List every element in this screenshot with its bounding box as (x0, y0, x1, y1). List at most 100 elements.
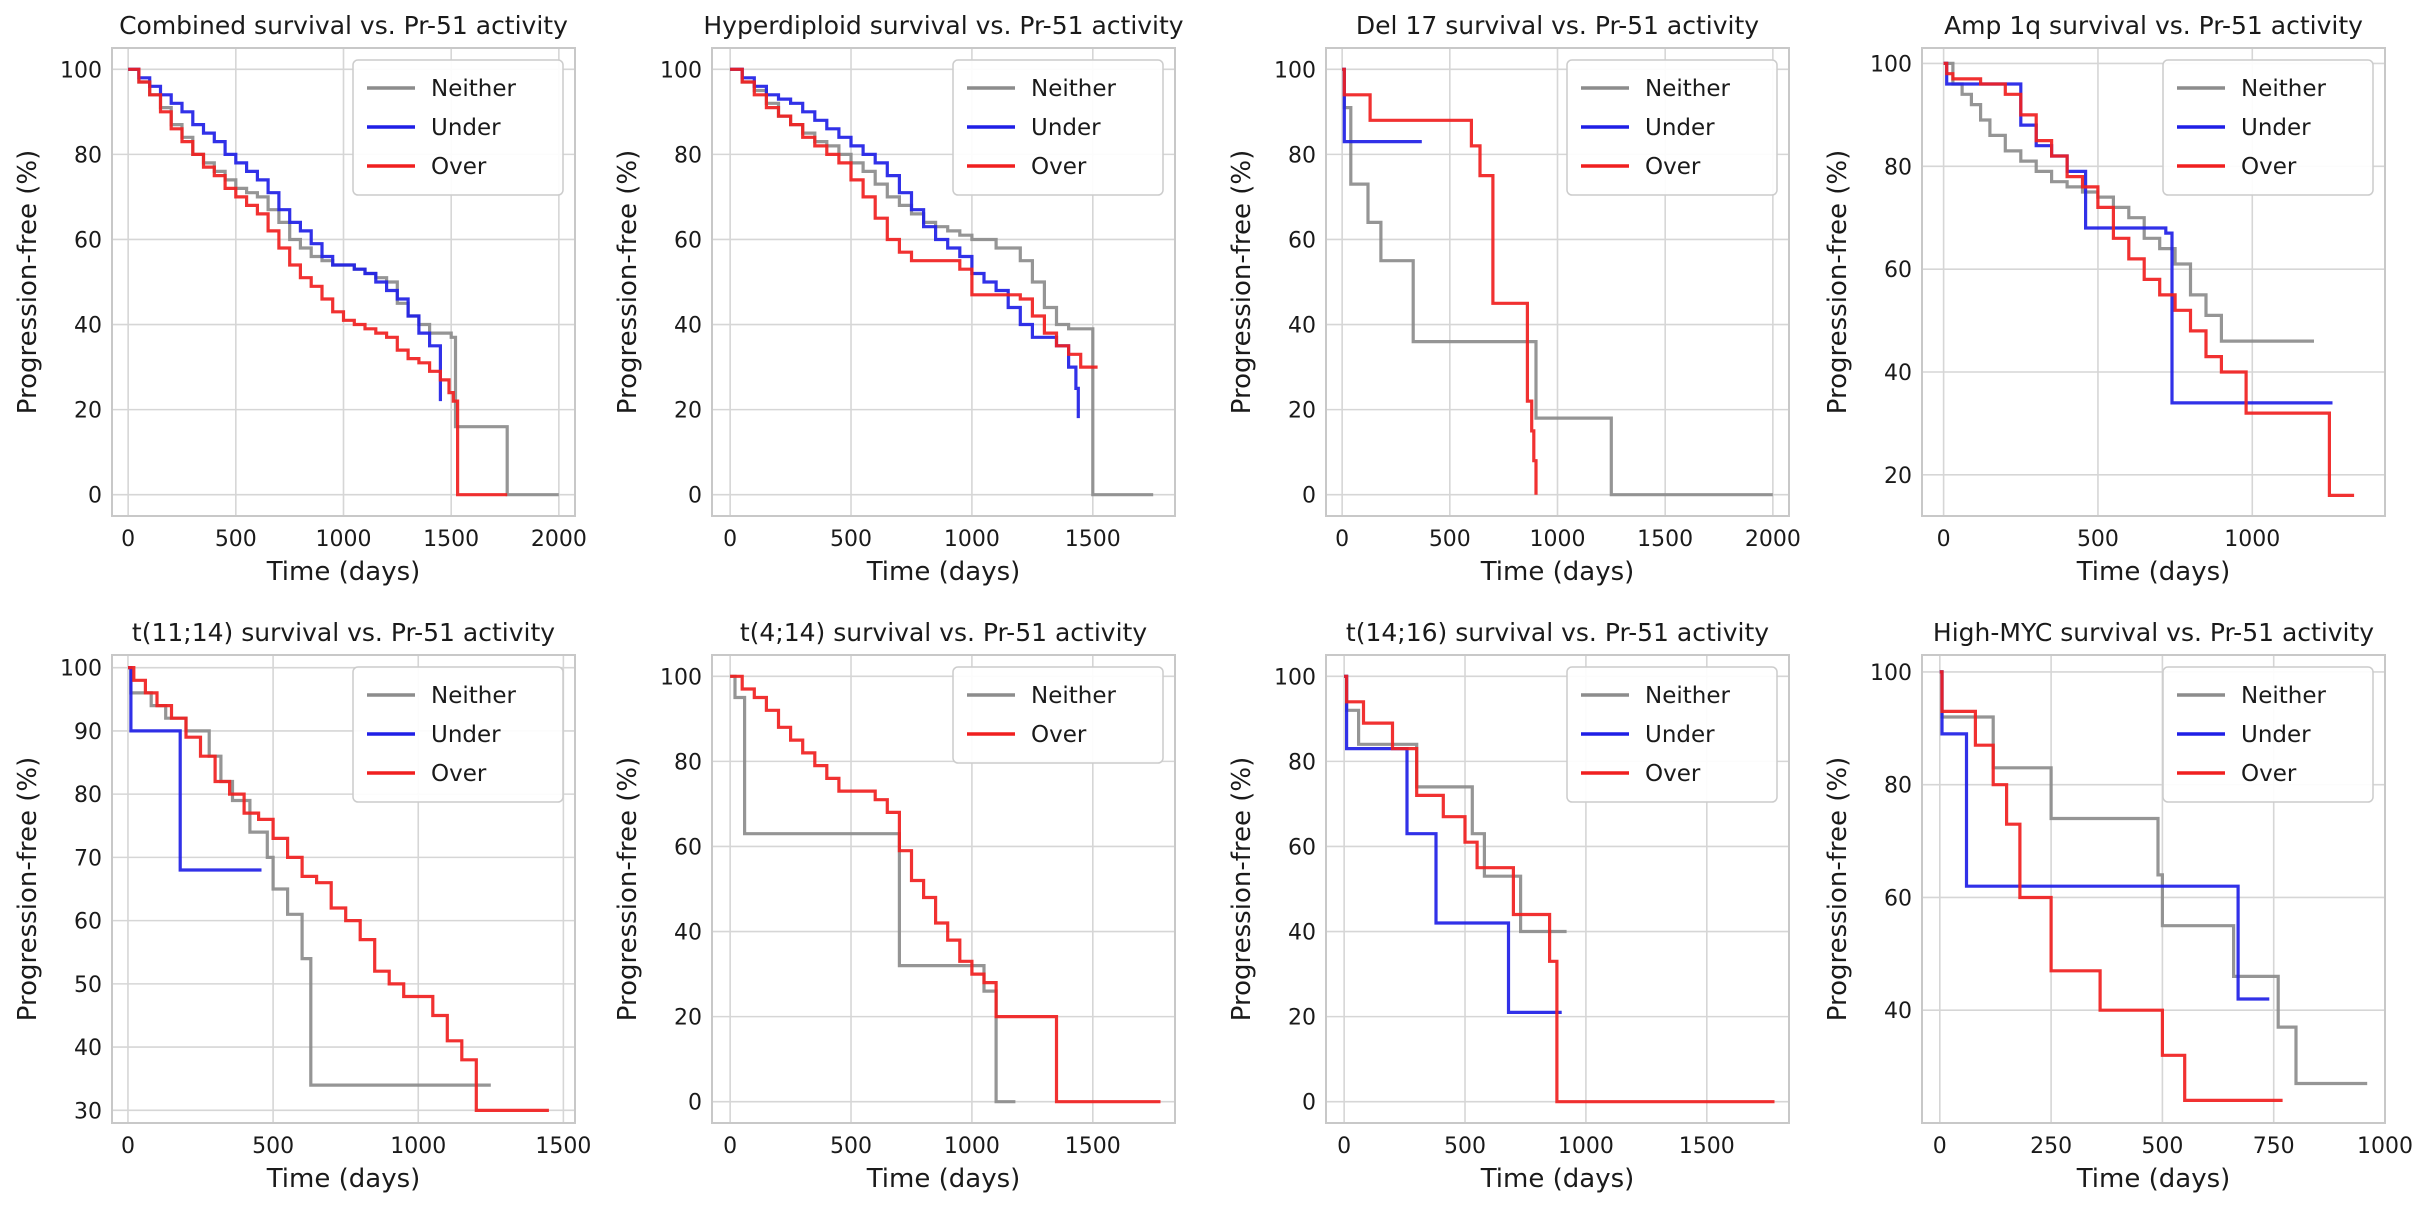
legend: Neither Over (952, 666, 1164, 764)
series-line-over (730, 674, 1161, 1104)
y-tick-label: 60 (674, 835, 702, 860)
y-tick-label: 20 (1884, 464, 1912, 489)
y-tick-label: 0 (688, 484, 702, 509)
legend-box (1566, 666, 1778, 803)
x-tick-label: 0 (121, 1134, 135, 1159)
legend-label-neither: Neither (1031, 683, 1116, 709)
x-tick-label: 1000 (2224, 527, 2280, 552)
series-line-over (730, 67, 1098, 369)
x-tick-label: 500 (830, 527, 872, 552)
x-tick-label: 250 (2030, 1134, 2072, 1159)
y-tick-label: 0 (1302, 484, 1316, 509)
x-tick-label: 500 (252, 1134, 294, 1159)
y-tick-label: 80 (1884, 155, 1912, 180)
x-axis-label: Time (days) (866, 1164, 1021, 1194)
legend-label-neither: Neither (2241, 683, 2326, 709)
plot-frame (1325, 654, 1790, 1124)
x-tick-label: 0 (1933, 1134, 1947, 1159)
x-tick-label: 500 (2077, 527, 2119, 552)
y-tick-label: 20 (674, 1006, 702, 1031)
y-tick-label: 40 (74, 314, 102, 339)
legend: Neither Under Over (352, 666, 564, 803)
legend-box (1566, 59, 1778, 196)
x-tick-label: 1500 (423, 527, 479, 552)
legend-label-neither: Neither (1645, 76, 1730, 102)
legend-box (2162, 59, 2374, 196)
chart-panel-3: 0 500 1000 1500 2000 0 20 40 60 80 100 Del 17 survi… (1227, 11, 1801, 587)
legend: Neither Under Over (352, 59, 564, 196)
y-tick-label: 20 (1288, 1006, 1316, 1031)
y-tick-label: 100 (660, 665, 702, 690)
x-axis-label: Time (days) (266, 557, 421, 587)
plot-frame (711, 654, 1176, 1124)
plot-frame (111, 47, 576, 517)
chart-title: Combined survival vs. Pr-51 activity (119, 11, 568, 40)
plot-frame (111, 654, 576, 1124)
legend-label-under: Under (2241, 722, 2311, 748)
chart-panel-7: 0 500 1000 1500 0 20 40 60 80 100 t(14;16) surviva… (1227, 618, 1790, 1194)
x-tick-label: 1500 (1679, 1134, 1735, 1159)
y-tick-label: 100 (1274, 665, 1316, 690)
y-tick-label: 40 (1288, 314, 1316, 339)
series-line-under (128, 666, 262, 872)
y-axis-label: Progression-free (%) (13, 757, 43, 1021)
y-tick-label: 40 (674, 314, 702, 339)
y-tick-label: 100 (1274, 58, 1316, 83)
chart-title: Del 17 survival vs. Pr-51 activity (1356, 11, 1759, 40)
x-tick-label: 500 (2141, 1134, 2183, 1159)
x-tick-label: 1500 (1065, 1134, 1121, 1159)
y-tick-label: 40 (1288, 921, 1316, 946)
y-tick-label: 0 (1302, 1091, 1316, 1116)
legend-label-neither: Neither (2241, 76, 2326, 102)
y-tick-label: 80 (74, 143, 102, 168)
x-tick-label: 500 (215, 527, 257, 552)
legend: Neither Under Over (2162, 666, 2374, 803)
x-tick-label: 2000 (1745, 527, 1801, 552)
legend-label-under: Under (1645, 722, 1715, 748)
x-tick-label: 0 (1337, 1134, 1351, 1159)
y-axis-label: Progression-free (%) (613, 757, 643, 1021)
legend-label-under: Under (431, 722, 501, 748)
legend-label-over: Over (431, 761, 487, 787)
legend-label-over: Over (2241, 761, 2297, 787)
legend-label-over: Over (1645, 154, 1701, 180)
x-axis-label: Time (days) (2076, 557, 2231, 587)
y-tick-label: 40 (1884, 361, 1912, 386)
y-tick-label: 100 (1870, 661, 1912, 686)
x-tick-label: 1500 (535, 1134, 591, 1159)
chart-title: t(11;14) survival vs. Pr-51 activity (132, 618, 555, 647)
series-line-over (128, 67, 508, 497)
series-line-under (128, 67, 442, 402)
chart-title: t(4;14) survival vs. Pr-51 activity (740, 618, 1147, 647)
legend-label-neither: Neither (1645, 683, 1730, 709)
series-line-neither (1342, 67, 1773, 497)
x-tick-label: 1000 (944, 527, 1000, 552)
chart-title: Amp 1q survival vs. Pr-51 activity (1944, 11, 2363, 40)
x-axis-label: Time (days) (1480, 557, 1635, 587)
x-axis-label: Time (days) (866, 557, 1021, 587)
x-tick-label: 750 (2253, 1134, 2295, 1159)
y-tick-label: 100 (60, 657, 102, 682)
series-line-over (128, 666, 549, 1112)
legend-label-neither: Neither (1031, 76, 1116, 102)
chart-panel-8: 0 250 500 750 1000 40 60 80 100 High-MYC survival… (1823, 618, 2413, 1194)
y-tick-label: 30 (74, 1099, 102, 1124)
legend-label-neither: Neither (431, 76, 516, 102)
y-tick-label: 80 (674, 143, 702, 168)
x-tick-label: 0 (723, 527, 737, 552)
x-tick-label: 0 (121, 527, 135, 552)
plot-frame (1325, 47, 1790, 517)
x-axis-label: Time (days) (2076, 1164, 2231, 1194)
x-tick-label: 500 (1444, 1134, 1486, 1159)
y-tick-label: 60 (1884, 258, 1912, 283)
y-tick-label: 100 (60, 58, 102, 83)
x-tick-label: 1500 (1065, 527, 1121, 552)
legend-label-under: Under (431, 115, 501, 141)
y-tick-label: 90 (74, 720, 102, 745)
x-tick-label: 500 (1429, 527, 1471, 552)
y-tick-label: 80 (1884, 774, 1912, 799)
legend-box (352, 59, 564, 196)
x-tick-label: 0 (723, 1134, 737, 1159)
y-tick-label: 100 (660, 58, 702, 83)
x-tick-label: 0 (1937, 527, 1951, 552)
